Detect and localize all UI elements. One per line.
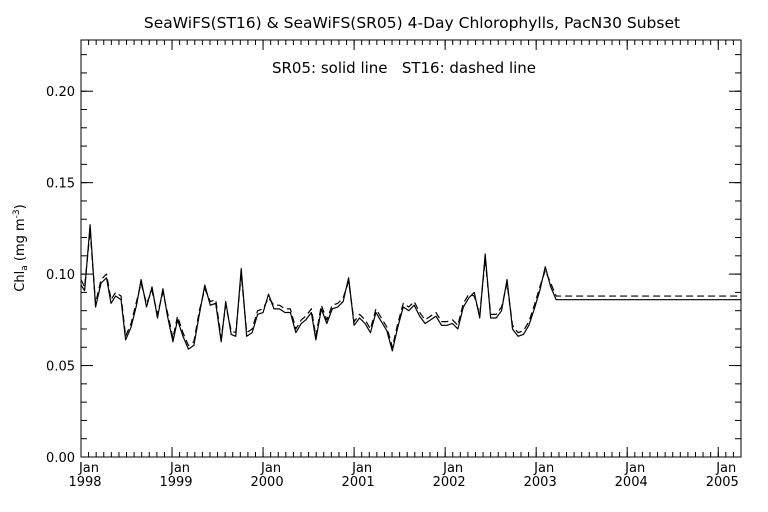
y-tick-label: 0.15 [46,177,75,192]
x-tick-year-label: 1999 [159,475,192,490]
y-axis-label: Chla (mg m-3) [12,204,30,291]
x-axis: Jan1998Jan1999Jan2000Jan2001Jan2002Jan20… [68,40,742,490]
y-axis-label-main: Chl [13,271,28,292]
x-tick-year-label: 2002 [433,475,466,490]
plot-frame [80,39,742,458]
x-tick-year-label: 2000 [251,475,284,490]
x-tick-year-label: 1998 [68,475,101,490]
x-tick-year-label: 2004 [615,475,648,490]
x-tick-month-label: Jan [78,461,99,476]
y-tick-label: 0.20 [46,85,75,100]
y-tick-label: 0.05 [46,360,75,375]
legend-annotation: SR05: solid line ST16: dashed line [272,59,536,77]
y-axis-label-unit: (mg m [13,218,28,265]
x-tick-month-label: Jan [260,461,281,476]
x-tick-month-label: Jan [624,461,645,476]
y-tick-label: 0.00 [46,451,75,466]
y-tick-label: 0.10 [46,268,75,283]
y-axis: 0.00 0.05 0.10 0.15 0.20 [46,54,741,466]
x-tick-month-label: Jan [351,461,372,476]
x-tick-year-label: 2005 [706,475,739,490]
x-tick-month-label: Jan [169,461,190,476]
y-axis-label-sub: a [20,265,30,271]
series-line-st16 [80,229,741,348]
y-axis-label-close: ) [13,204,28,209]
y-axis-label-exp: -3 [12,209,22,218]
chart-title: SeaWiFS(ST16) & SeaWiFS(SR05) 4-Day Chlo… [144,14,680,32]
x-tick-year-label: 2003 [524,475,557,490]
x-tick-year-label: 2001 [342,475,375,490]
series-line-sr05 [80,224,741,352]
series-layer [80,224,741,352]
x-tick-month-label: Jan [442,461,463,476]
x-tick-month-label: Jan [715,461,736,476]
x-tick-month-label: Jan [533,461,554,476]
